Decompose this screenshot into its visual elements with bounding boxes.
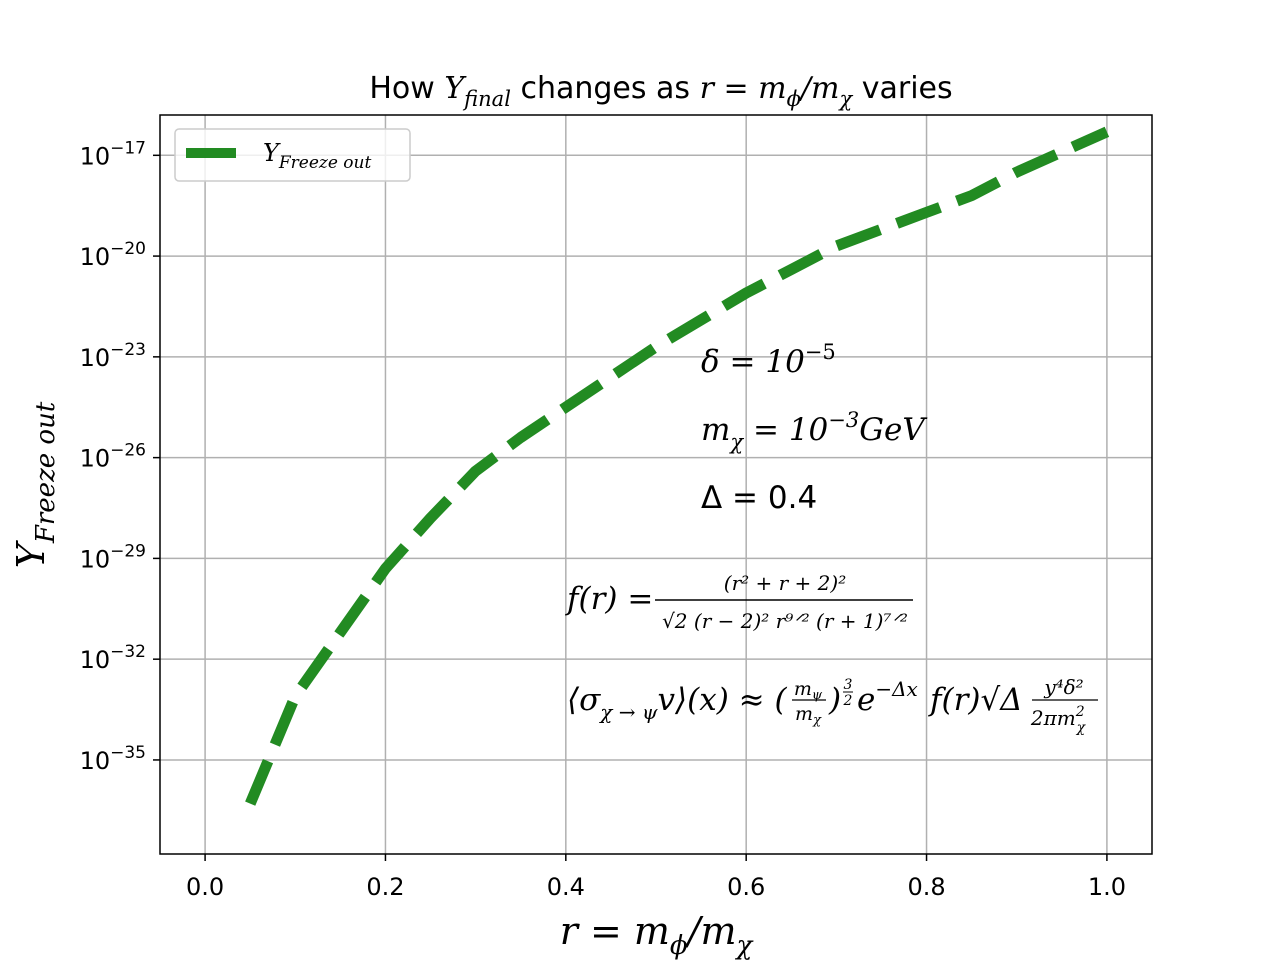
- sigma-frac1-num: mψ: [794, 678, 823, 703]
- y-tick-label: 10−26: [80, 441, 146, 473]
- f-formula-denominator: √2 (r − 2)² r⁹ᐟ² (r + 1)⁷ᐟ²: [662, 609, 908, 633]
- series-layer: [245, 126, 1110, 806]
- sigma-frac2-den: 2πm2 χ: [1030, 704, 1087, 736]
- x-tick-label: 0.0: [186, 873, 224, 901]
- sigma-frac1-den: mχ: [795, 703, 822, 728]
- f-formula-numerator: (r² + r + 2)²: [724, 571, 846, 595]
- x-axis-ticks: 0.0 0.2 0.4 0.6 0.8 1.0: [186, 854, 1126, 901]
- legend-box: [174, 128, 411, 182]
- annotation-f-formula: f(r) = (r² + r + 2)² √2 (r − 2)² r⁹ᐟ² (r…: [565, 571, 913, 633]
- y-axis-label: YFreeze out: [9, 401, 61, 568]
- f-formula-lhs: f(r) =: [565, 581, 653, 617]
- plot-frame: [159, 114, 1153, 855]
- annotation-sigma-formula: ⟨σχ → ψv⟩(x) ≈ ( mψ mχ ) 3 2 e−Δx f(r)√Δ…: [567, 675, 1098, 736]
- x-tick-label: 0.2: [366, 873, 404, 901]
- series-line: [245, 126, 1110, 806]
- sigma-paren-close: ): [828, 682, 841, 718]
- annotation-Delta: Δ = 0.4: [701, 480, 817, 516]
- y-tick-label: 10−29: [80, 541, 146, 573]
- grid-lines: [160, 115, 1152, 854]
- legend: YFreeze out: [174, 128, 411, 182]
- sigma-exponential: e−Δx: [857, 677, 918, 718]
- chart-title: How Yfinal changes as r = mϕ/mχ varies: [369, 71, 952, 111]
- y-tick-label: 10−32: [80, 642, 146, 674]
- y-axis-ticks: 10−17 10−20 10−23 10−26 10−29 10−32 10−35: [80, 138, 160, 775]
- y-tick-label: 10−23: [80, 340, 146, 372]
- x-tick-label: 0.8: [907, 873, 945, 901]
- annotation-mchi: mχ = 10−3GeV: [701, 408, 928, 454]
- x-tick-label: 1.0: [1088, 873, 1126, 901]
- x-tick-label: 0.6: [727, 873, 765, 901]
- sigma-frac2-num: y⁴δ²: [1043, 675, 1083, 699]
- legend-label: YFreeze out: [263, 139, 371, 173]
- y-tick-label: 10−17: [80, 138, 146, 170]
- sigma-f-sqrt: f(r)√Δ: [928, 682, 1023, 718]
- y-tick-label: 10−20: [80, 239, 146, 271]
- sigma-power-num: 3: [844, 677, 853, 693]
- annotation-delta: δ = 10−5: [701, 340, 836, 380]
- sigma-power-den: 2: [843, 693, 853, 709]
- x-axis-label: r = mϕ/mχ: [560, 909, 755, 960]
- sigma-lhs: ⟨σχ → ψv⟩(x) ≈ (: [567, 682, 788, 724]
- y-tick-label: 10−35: [80, 743, 146, 775]
- x-tick-label: 0.4: [547, 873, 585, 901]
